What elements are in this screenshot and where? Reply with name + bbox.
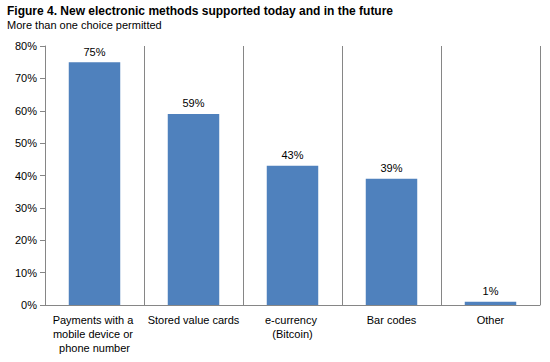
- svg-text:Figure 4. New electronic metho: Figure 4. New electronic methods support…: [7, 4, 393, 18]
- svg-text:mobile device or: mobile device or: [53, 328, 136, 340]
- svg-text:1%: 1%: [483, 285, 499, 297]
- svg-text:70%: 70%: [15, 72, 37, 84]
- svg-text:30%: 30%: [15, 202, 37, 214]
- svg-text:Other: Other: [477, 314, 505, 326]
- svg-text:39%: 39%: [380, 162, 402, 174]
- svg-text:40%: 40%: [15, 170, 37, 182]
- svg-text:e-currency: e-currency: [265, 314, 320, 326]
- svg-text:20%: 20%: [15, 234, 37, 246]
- svg-text:(Bitcoin): (Bitcoin): [272, 328, 312, 340]
- svg-text:43%: 43%: [281, 149, 303, 161]
- svg-text:59%: 59%: [182, 97, 204, 109]
- svg-text:75%: 75%: [83, 46, 105, 58]
- svg-text:Payments with a: Payments with a: [53, 314, 137, 326]
- svg-text:More than one choice permitted: More than one choice permitted: [7, 19, 162, 31]
- svg-text:phone number: phone number: [59, 342, 130, 354]
- svg-text:0%: 0%: [21, 299, 37, 311]
- svg-text:60%: 60%: [15, 105, 37, 117]
- svg-text:Stored value cards: Stored value cards: [148, 314, 240, 326]
- svg-text:80%: 80%: [15, 40, 37, 52]
- svg-text:10%: 10%: [15, 267, 37, 279]
- svg-text:Bar codes: Bar codes: [367, 314, 417, 326]
- svg-text:50%: 50%: [15, 137, 37, 149]
